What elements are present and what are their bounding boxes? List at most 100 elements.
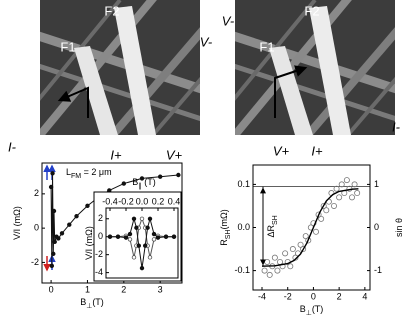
data-point — [279, 263, 286, 270]
data-point — [121, 181, 127, 186]
data-point — [323, 207, 330, 214]
plot-frame — [41, 162, 183, 284]
data-point — [336, 194, 343, 201]
y-tick-label: 0 — [34, 223, 39, 233]
annotation-part: ΔR — [266, 224, 276, 237]
x-tick-label: 0.4 — [168, 196, 181, 206]
y-tick-label: -4 — [95, 267, 103, 277]
annotation: LFM = 2 μm — [66, 167, 112, 180]
y2-axis-label: sin θ — [394, 218, 404, 237]
data-point — [292, 254, 299, 261]
x-tick-label: -0.4 — [102, 196, 118, 206]
data-point — [351, 181, 358, 188]
data-point — [312, 228, 319, 235]
x-axis-label-part: ⊥ — [86, 303, 92, 310]
data-point — [318, 215, 325, 222]
image-label: V+ — [273, 143, 290, 158]
x-tick-label: 2 — [121, 284, 126, 294]
x-tick-label: 0 — [49, 284, 54, 294]
data-point — [338, 181, 345, 188]
y2-axis-label-part: sin θ — [394, 218, 404, 237]
y2-tick-label: -1 — [374, 265, 382, 275]
data-point — [147, 216, 153, 221]
y-tick-label: 2 — [34, 188, 39, 198]
x-tick-label: 0 — [311, 291, 316, 301]
sem-image-right — [215, 0, 415, 150]
x-axis-label-part: (T) — [312, 304, 324, 314]
data-point — [131, 216, 137, 221]
y-axis-label: V/I (mΩ) — [84, 226, 94, 260]
data-point — [297, 241, 304, 248]
data-point — [115, 234, 121, 239]
x-axis-label-part: B — [132, 177, 138, 187]
data-point — [163, 234, 169, 239]
data-point — [131, 255, 137, 260]
y-tick-label: 2 — [98, 213, 103, 223]
x-axis-label-part: B — [300, 304, 306, 314]
x-tick-label: 2 — [337, 291, 342, 301]
x-axis-label: B⊥(T) — [300, 304, 324, 315]
y-tick-label: 0.1 — [237, 179, 250, 189]
x-tick-label: -4 — [258, 291, 266, 301]
data-point — [123, 235, 129, 240]
x-tick-label: -0.2 — [118, 196, 134, 206]
data-point — [348, 194, 355, 201]
y-tick-label: -0.1 — [234, 265, 250, 275]
data-point — [315, 211, 322, 218]
image-label: I- — [392, 119, 401, 134]
x-axis-label-part: ∥ — [138, 182, 142, 190]
data-point — [59, 231, 65, 236]
x-axis-label: B∥ (T) — [132, 177, 156, 190]
data-point — [51, 208, 57, 214]
image-label: F2 — [104, 3, 119, 18]
data-point — [145, 225, 150, 230]
x-tick-label: 0.0 — [136, 196, 149, 206]
x-axis-label-part: ⊥ — [306, 310, 312, 315]
y-axis-label-part: (mΩ) — [219, 209, 229, 229]
x-tick-label: 4 — [362, 291, 367, 301]
data-point — [287, 263, 294, 270]
data-point — [52, 239, 57, 245]
image-label: F1 — [259, 39, 274, 54]
data-point — [147, 255, 153, 260]
data-point — [50, 171, 55, 176]
image-label: I+ — [311, 143, 323, 158]
x-tick-label: 3 — [158, 284, 163, 294]
data-point — [274, 267, 281, 274]
data-point — [320, 202, 327, 209]
image-label: V+ — [166, 147, 183, 162]
annotation-part: SH — [272, 215, 279, 225]
x-tick-label: 1 — [85, 284, 90, 294]
data-point — [48, 184, 54, 190]
y2-tick-label: 0 — [374, 222, 379, 232]
data-point — [107, 234, 113, 239]
x-axis-label-part: (T) — [142, 177, 156, 187]
annotation-part: FM — [71, 173, 81, 180]
data-point — [289, 246, 296, 253]
data-point — [51, 251, 56, 257]
image-label: F1 — [60, 39, 75, 54]
x-axis-label-part: B — [80, 297, 86, 307]
image-label: V- — [222, 13, 235, 28]
data-point — [354, 190, 361, 197]
data-point — [264, 258, 271, 265]
data-point — [139, 176, 145, 181]
data-point — [49, 263, 55, 269]
data-point — [139, 265, 145, 271]
y-axis-label-part: R — [219, 239, 229, 246]
image-label: V- — [200, 34, 213, 49]
data-point — [127, 231, 133, 237]
y-tick-label: -2 — [31, 257, 39, 267]
data-point — [271, 254, 278, 261]
data-point — [74, 213, 79, 219]
data-point — [157, 174, 163, 179]
data-point — [282, 250, 289, 257]
y-axis-label: RSH(mΩ) — [219, 209, 232, 245]
image-label: I- — [8, 139, 17, 154]
data-point — [333, 185, 340, 192]
x-tick-label: -2 — [284, 291, 292, 301]
data-point — [302, 233, 309, 240]
x-axis-label-part: (T) — [92, 297, 104, 307]
data-point — [155, 235, 161, 240]
y-axis-label: V/I (mΩ) — [12, 206, 22, 240]
